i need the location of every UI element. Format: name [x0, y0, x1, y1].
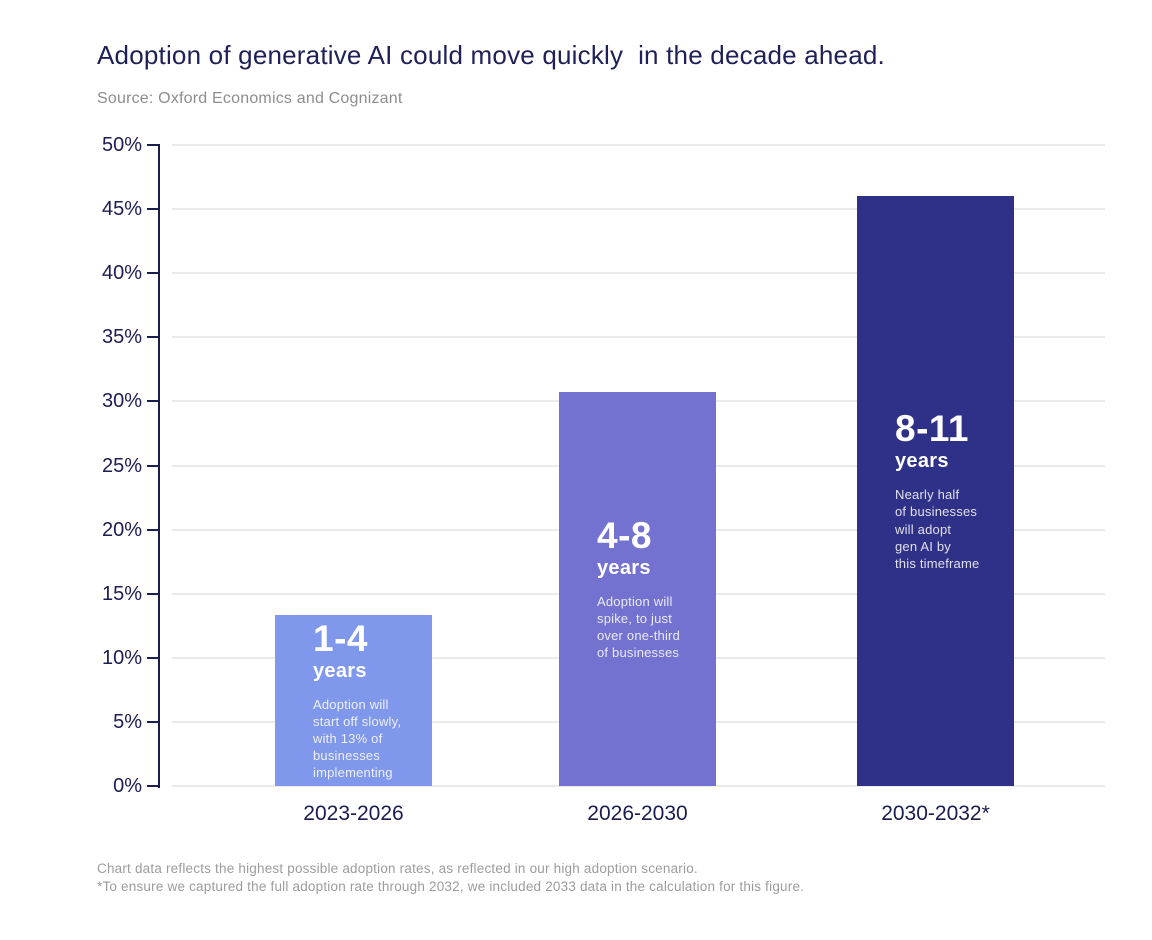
y-axis-line — [158, 145, 160, 788]
x-axis-label: 2023-2026 — [303, 802, 404, 825]
y-axis-tick — [147, 144, 160, 146]
footnotes: Chart data reflects the highest possible… — [97, 860, 804, 896]
gridline — [172, 336, 1105, 339]
bar-2030-2032*: 8-11 years Nearly half of businesses will … — [857, 196, 1014, 786]
y-axis-tick — [147, 464, 160, 467]
y-axis-tick — [147, 785, 160, 787]
y-axis-tick — [147, 272, 160, 275]
chart-source: Source: Oxford Economics and Cognizant — [97, 90, 403, 107]
chart-title: Adoption of generative AI could move qui… — [97, 40, 885, 70]
bar-2023-2026: 1-4 years Adoption will start off slowly, … — [275, 615, 432, 786]
y-axis-tick-label: 0% — [113, 775, 142, 797]
bar-years-label: years — [597, 556, 651, 579]
y-axis-tick-label: 10% — [101, 646, 142, 669]
y-axis-tick-label: 30% — [101, 390, 142, 413]
y-axis-tick — [147, 400, 160, 403]
y-axis-tick-label: 40% — [101, 262, 142, 285]
gridline — [172, 208, 1105, 211]
gridline — [172, 785, 1105, 787]
y-axis-tick-label: 5% — [113, 710, 142, 733]
y-axis-tick-label: 50% — [101, 134, 142, 156]
y-axis-tick — [147, 656, 160, 659]
y-axis-tick-label: 25% — [101, 454, 142, 477]
bar-range-label: 4-8 — [597, 514, 652, 556]
gridline — [172, 144, 1105, 146]
y-axis-tick — [147, 720, 160, 723]
y-axis-tick — [147, 208, 160, 211]
bar-description: Nearly half of businesses will adopt gen… — [895, 487, 980, 571]
bar-years-label: years — [895, 450, 949, 473]
y-axis-tick — [147, 336, 160, 339]
y-axis-tick-label: 35% — [101, 326, 142, 349]
bar-description: Adoption will spike, to just over one-th… — [597, 593, 681, 661]
bar-range-label: 8-11 — [895, 408, 970, 450]
y-axis-tick-label: 45% — [101, 198, 142, 221]
footnote-line-1: Chart data reflects the highest possible… — [97, 861, 698, 876]
footnote-line-2: *To ensure we captured the full adoption… — [97, 878, 805, 894]
gridline — [172, 272, 1105, 275]
y-axis-tick — [147, 592, 160, 595]
y-axis-tick-label: 20% — [101, 518, 142, 541]
x-axis-label: 2030-2032* — [881, 802, 990, 825]
bar-description: Adoption will start off slowly, with 13%… — [313, 696, 402, 781]
y-axis-tick-label: 15% — [101, 582, 142, 605]
y-axis-tick — [147, 528, 160, 531]
bar-range-label: 1-4 — [313, 617, 368, 659]
bar-years-label: years — [313, 659, 367, 682]
bar-2026-2030: 4-8 years Adoption will spike, to just ove… — [559, 392, 716, 786]
x-axis-label: 2026-2030 — [587, 802, 688, 825]
